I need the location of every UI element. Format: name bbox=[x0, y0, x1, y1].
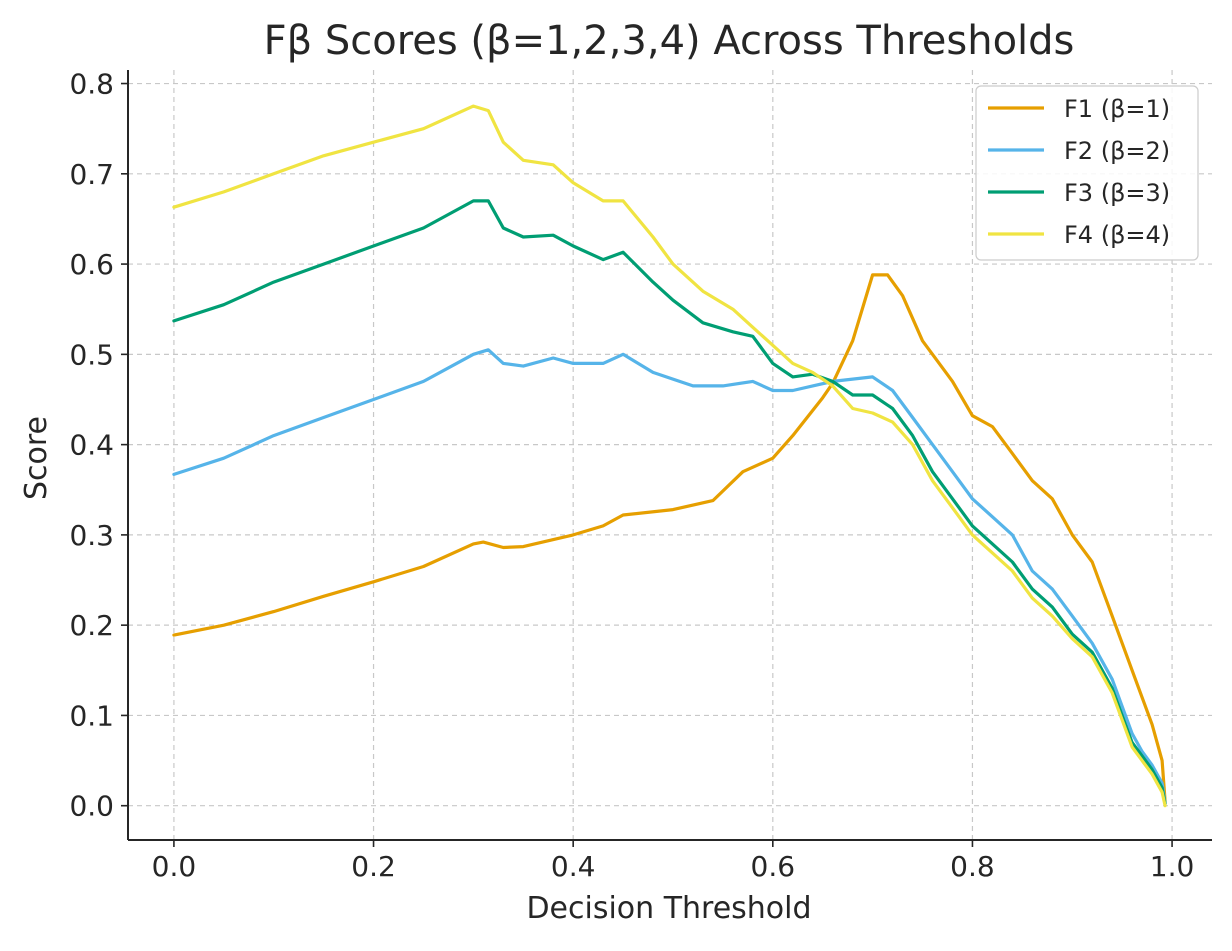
series-group bbox=[172, 104, 1167, 808]
x-tick-label: 0.8 bbox=[950, 850, 995, 883]
legend-label-f4: F4 (β=4) bbox=[1064, 221, 1170, 249]
series-line-f3 bbox=[172, 199, 1167, 806]
y-tick-label: 0.6 bbox=[69, 248, 114, 281]
legend-box bbox=[975, 85, 1199, 261]
legend-label-f1: F1 (β=1) bbox=[1064, 95, 1170, 123]
legend-label-f3: F3 (β=3) bbox=[1064, 179, 1170, 207]
legend[interactable]: F1 (β=1) F2 (β=2) F3 (β=3) F4 (β=4) bbox=[975, 85, 1199, 261]
y-axis-label: Score bbox=[19, 416, 54, 500]
y-tick-label: 0.1 bbox=[69, 699, 114, 732]
y-tick-label: 0.4 bbox=[69, 429, 114, 462]
y-ticks: 0.0 0.1 0.2 0.3 0.4 0.5 0.6 0.7 0.8 bbox=[69, 68, 128, 823]
chart-title: Fβ Scores (β=1,2,3,4) Across Thresholds bbox=[264, 18, 1075, 64]
axes bbox=[127, 70, 1212, 841]
series-line-f2 bbox=[172, 348, 1167, 805]
y-tick-label: 0.3 bbox=[69, 519, 114, 552]
x-tick-label: 0.4 bbox=[551, 850, 596, 883]
grid bbox=[128, 70, 1212, 840]
x-ticks: 0.0 0.2 0.4 0.6 0.8 1.0 bbox=[152, 840, 1195, 883]
y-tick-label: 0.0 bbox=[69, 790, 114, 823]
x-tick-label: 1.0 bbox=[1150, 850, 1195, 883]
y-tick-label: 0.2 bbox=[69, 609, 114, 642]
x-tick-label: 0.2 bbox=[351, 850, 396, 883]
x-tick-label: 0.6 bbox=[751, 850, 796, 883]
y-tick-label: 0.7 bbox=[69, 158, 114, 191]
legend-label-f2: F2 (β=2) bbox=[1064, 137, 1170, 165]
y-tick-label: 0.5 bbox=[69, 338, 114, 371]
x-tick-label: 0.0 bbox=[152, 850, 197, 883]
x-axis-label: Decision Threshold bbox=[526, 891, 811, 926]
y-tick-label: 0.8 bbox=[69, 68, 114, 101]
series-line-f4 bbox=[172, 104, 1167, 808]
